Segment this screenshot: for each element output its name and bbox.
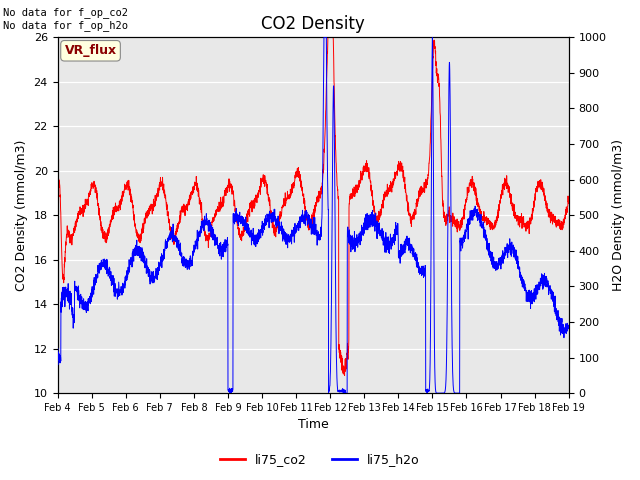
Text: VR_flux: VR_flux — [65, 44, 116, 57]
X-axis label: Time: Time — [298, 419, 328, 432]
Y-axis label: H2O Density (mmol/m3): H2O Density (mmol/m3) — [612, 139, 625, 291]
Y-axis label: CO2 Density (mmol/m3): CO2 Density (mmol/m3) — [15, 140, 28, 291]
Title: CO2 Density: CO2 Density — [261, 15, 365, 33]
Legend: li75_co2, li75_h2o: li75_co2, li75_h2o — [215, 448, 425, 471]
Text: No data for f_op_co2
No data for f_op_h2o: No data for f_op_co2 No data for f_op_h2… — [3, 7, 128, 31]
